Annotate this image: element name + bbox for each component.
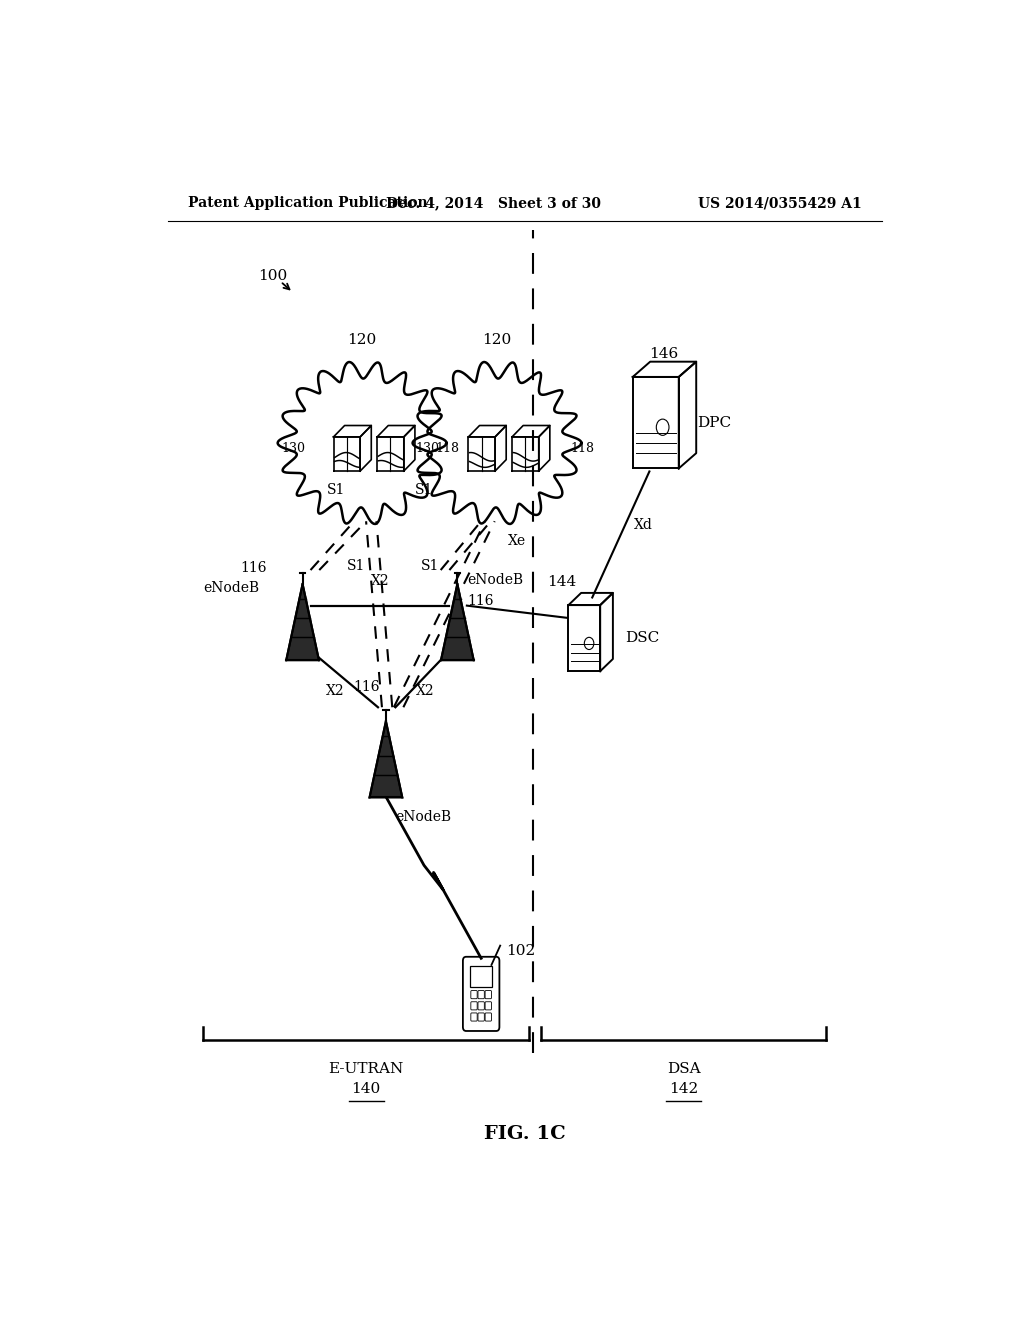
Text: FIG. 1C: FIG. 1C	[484, 1125, 565, 1143]
Text: 116: 116	[467, 594, 494, 607]
Text: X2: X2	[371, 574, 389, 589]
Text: eNodeB: eNodeB	[395, 810, 452, 824]
Text: S1: S1	[327, 483, 345, 496]
Text: E-UTRAN: E-UTRAN	[329, 1063, 403, 1076]
Text: 120: 120	[347, 334, 377, 347]
Text: eNodeB: eNodeB	[467, 573, 523, 587]
Text: DSA: DSA	[667, 1063, 700, 1076]
Text: S1: S1	[421, 560, 438, 573]
Text: 120: 120	[482, 334, 512, 347]
Polygon shape	[370, 721, 402, 797]
Text: DSC: DSC	[626, 631, 659, 645]
Text: 118: 118	[570, 442, 595, 454]
Text: S1: S1	[415, 483, 433, 496]
Text: 144: 144	[548, 576, 577, 589]
Text: 116: 116	[353, 680, 379, 694]
Text: 146: 146	[649, 347, 678, 360]
Text: 140: 140	[351, 1082, 381, 1097]
Text: 118: 118	[436, 442, 460, 454]
Polygon shape	[287, 583, 318, 660]
Text: 116: 116	[241, 561, 267, 576]
Polygon shape	[441, 583, 474, 660]
Text: 100: 100	[258, 269, 287, 284]
Text: X2: X2	[327, 684, 345, 697]
Text: Xd: Xd	[634, 519, 653, 532]
Text: Dec. 4, 2014   Sheet 3 of 30: Dec. 4, 2014 Sheet 3 of 30	[386, 197, 600, 210]
Text: S1: S1	[346, 560, 365, 573]
Text: 142: 142	[669, 1082, 698, 1097]
Text: Xe: Xe	[508, 533, 526, 548]
Text: 102: 102	[507, 944, 536, 958]
Text: DPC: DPC	[697, 416, 731, 430]
Text: 130: 130	[281, 442, 305, 454]
Text: eNodeB: eNodeB	[203, 581, 259, 595]
Text: X2: X2	[416, 684, 435, 697]
Text: Patent Application Publication: Patent Application Publication	[187, 197, 427, 210]
Text: US 2014/0355429 A1: US 2014/0355429 A1	[698, 197, 862, 210]
Text: 130: 130	[416, 442, 440, 454]
